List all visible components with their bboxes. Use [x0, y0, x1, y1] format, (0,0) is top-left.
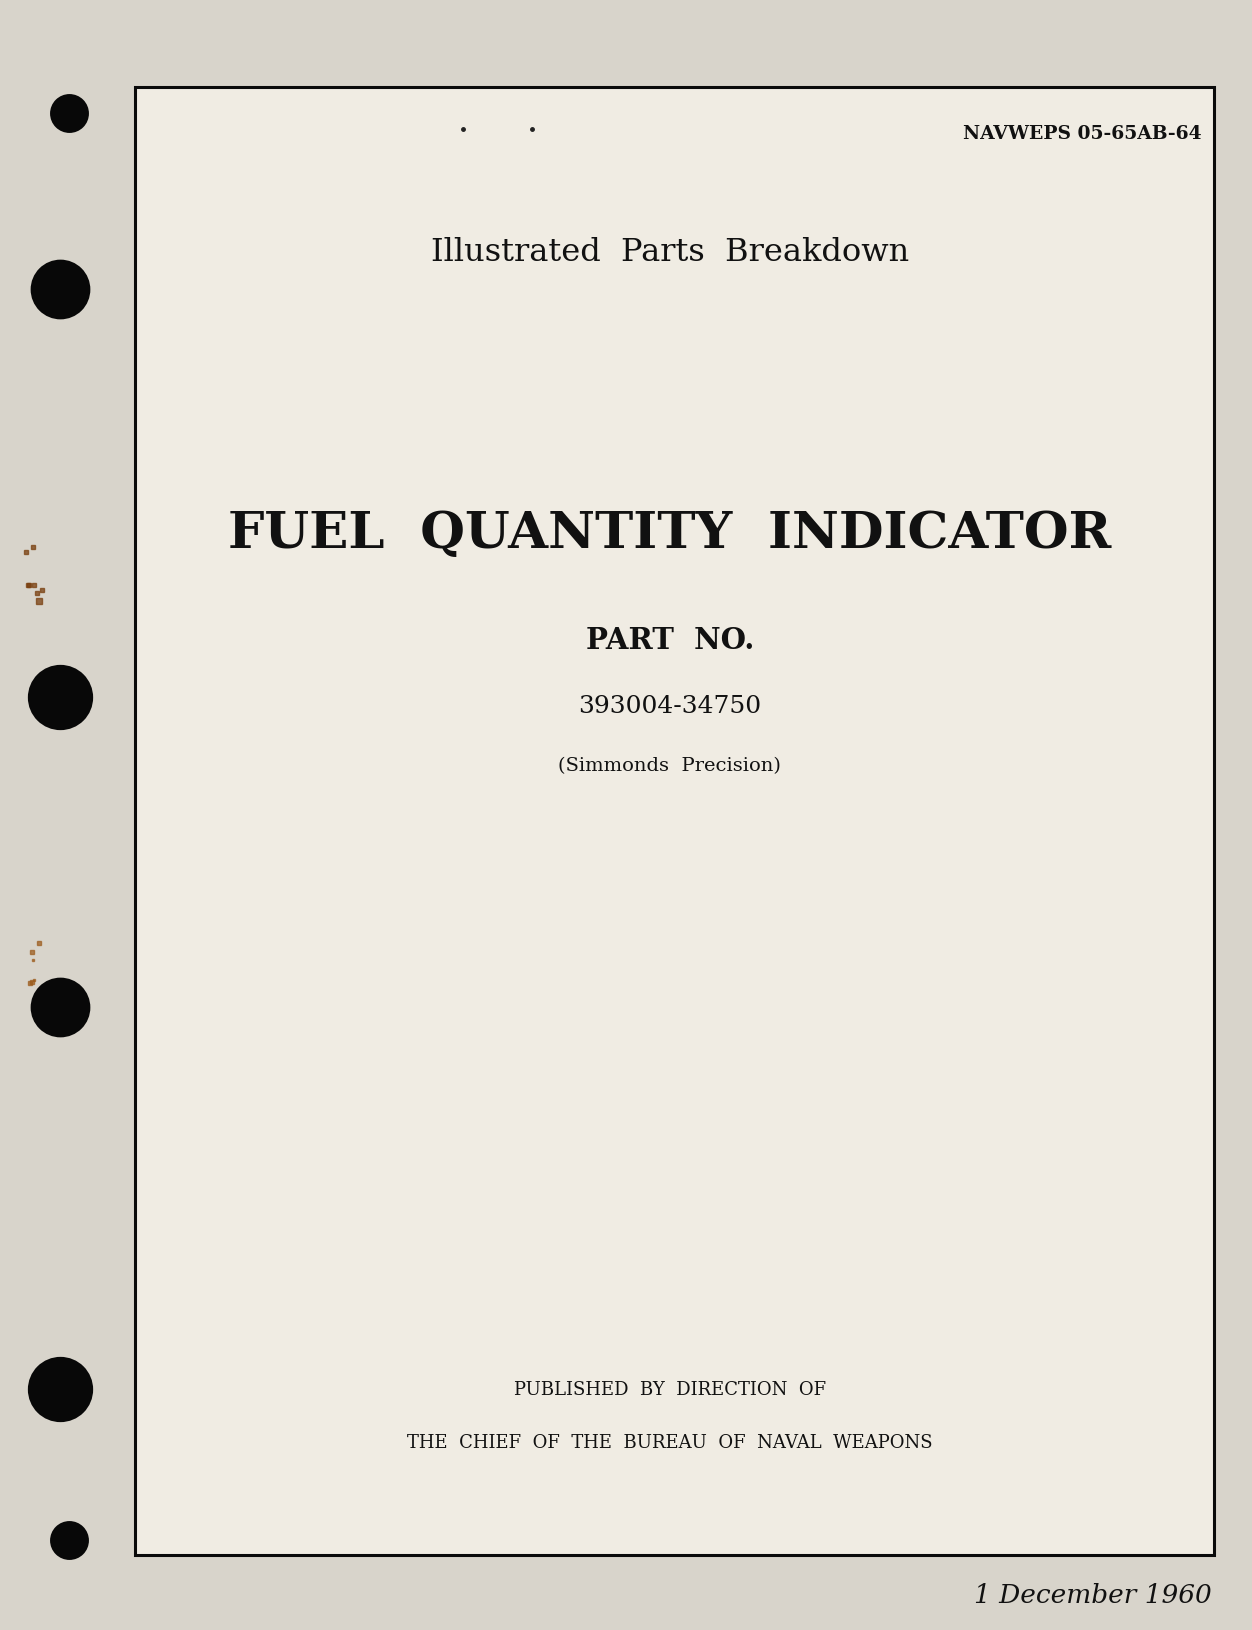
Bar [135, 88, 1214, 1555]
Text: PART  NO.: PART NO. [586, 626, 754, 655]
Text: (Simmonds  Precision): (Simmonds Precision) [558, 756, 781, 776]
Text: THE  CHIEF  OF  THE  BUREAU  OF  NAVAL  WEAPONS: THE CHIEF OF THE BUREAU OF NAVAL WEAPONS [407, 1433, 933, 1452]
Text: NAVWEPS 05-65AB-64: NAVWEPS 05-65AB-64 [963, 124, 1202, 143]
Text: FUEL  QUANTITY  INDICATOR: FUEL QUANTITY INDICATOR [228, 510, 1112, 559]
Text: 393004-34750: 393004-34750 [578, 694, 761, 717]
Text: Illustrated  Parts  Breakdown: Illustrated Parts Breakdown [431, 236, 909, 269]
Text: 1 December 1960: 1 December 1960 [974, 1581, 1212, 1607]
Text: PUBLISHED  BY  DIRECTION  OF: PUBLISHED BY DIRECTION OF [513, 1379, 826, 1399]
